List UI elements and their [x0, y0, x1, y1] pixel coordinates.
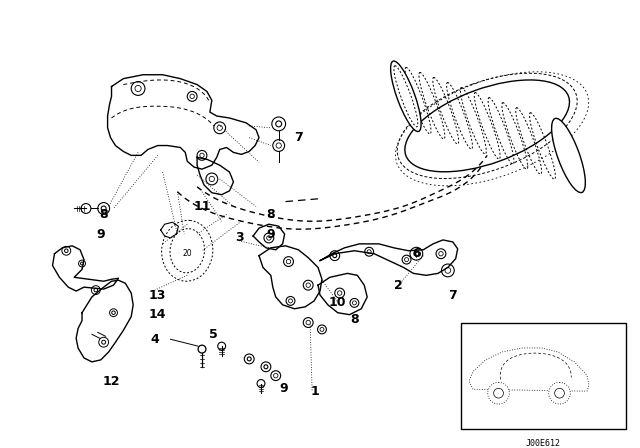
Ellipse shape	[390, 61, 421, 132]
Text: 14: 14	[149, 308, 166, 321]
Text: 9: 9	[266, 228, 275, 241]
Text: 10: 10	[329, 297, 346, 310]
Text: J00E612: J00E612	[525, 439, 561, 448]
Text: 3: 3	[235, 232, 244, 245]
Ellipse shape	[552, 118, 586, 193]
Text: 8: 8	[350, 313, 359, 326]
Text: 7: 7	[294, 131, 303, 144]
Bar	[461, 323, 626, 429]
Text: 2: 2	[394, 279, 403, 292]
Text: 5: 5	[209, 328, 218, 341]
Text: 8: 8	[99, 208, 108, 221]
Text: 9: 9	[97, 228, 105, 241]
Text: 9: 9	[279, 382, 288, 395]
Text: 7: 7	[449, 289, 457, 302]
Text: 8: 8	[266, 208, 275, 221]
Text: 4: 4	[150, 333, 159, 346]
Circle shape	[488, 382, 509, 404]
Text: 11: 11	[193, 200, 211, 213]
Text: 13: 13	[149, 289, 166, 302]
Text: 1: 1	[310, 385, 319, 398]
Circle shape	[548, 382, 570, 404]
Text: 6: 6	[412, 247, 420, 260]
Text: 12: 12	[103, 375, 120, 388]
Text: 20: 20	[182, 249, 192, 258]
